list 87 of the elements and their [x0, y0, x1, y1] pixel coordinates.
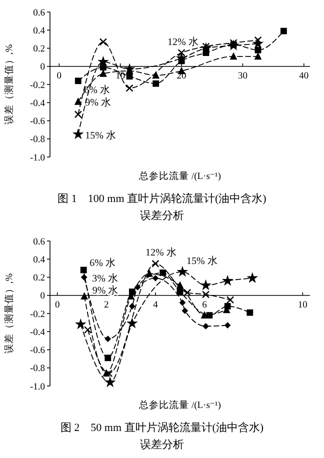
text: 误差分析: [140, 439, 184, 451]
point: [246, 272, 258, 283]
y-tick-label: 0.2: [33, 44, 46, 55]
x-tick-label: 6: [202, 300, 208, 310]
point: [160, 270, 166, 276]
point: [152, 274, 159, 282]
y-tick-label: -0.8: [30, 364, 46, 374]
y-tick-label: -0.4: [30, 98, 46, 109]
point: [104, 336, 112, 342]
point: [254, 52, 262, 60]
point: [178, 48, 186, 57]
point: [124, 63, 136, 74]
point: [80, 292, 88, 300]
point: [226, 296, 234, 304]
point: [98, 56, 109, 67]
point: [74, 98, 82, 105]
point: [224, 322, 231, 328]
y-tick-label: 0.6: [33, 237, 46, 248]
point: [84, 326, 92, 334]
point: [252, 38, 264, 49]
y-tick-label: 0.6: [33, 8, 46, 18]
point: [80, 274, 88, 280]
point: [200, 279, 212, 290]
point: [246, 309, 254, 316]
series-label: 6% 水: [90, 257, 116, 269]
x-tick-label: 2: [104, 300, 110, 310]
series-label: 9% 水: [92, 284, 118, 296]
y-tick-label: 0: [40, 292, 46, 302]
y-tick-label: -0.8: [30, 135, 46, 146]
y-tick-label: -0.6: [30, 346, 46, 356]
point: [200, 42, 212, 54]
point: [126, 84, 134, 92]
series-label: 3% 水: [92, 272, 118, 284]
point: [176, 266, 188, 277]
series-label: 15% 水: [186, 254, 218, 267]
y-tick-label: 0.4: [33, 255, 46, 266]
series-label: 12% 水: [145, 246, 176, 259]
y-tick-label: -0.4: [30, 328, 46, 338]
point: [146, 269, 154, 277]
point: [72, 128, 84, 140]
point: [152, 80, 160, 87]
x-tick-label: 10: [116, 71, 126, 82]
point: [99, 38, 108, 46]
point: [105, 370, 113, 378]
point: [222, 274, 234, 286]
point: [126, 318, 138, 328]
point: [74, 78, 82, 84]
point: [74, 318, 86, 330]
y-tick-label: -1.0: [30, 153, 46, 164]
series-label: 12% 水: [168, 36, 198, 48]
y-tick-label: -0.2: [30, 80, 46, 91]
y-axis-title: 误差（测量值）,%: [3, 44, 15, 125]
point: [202, 322, 209, 330]
point: [176, 52, 188, 64]
point: [182, 308, 188, 314]
point: [179, 299, 186, 306]
y-tick-label: -0.6: [30, 117, 46, 128]
point: [152, 260, 160, 268]
x-axis-title: 总参比流量 /(L·s⁻¹): [138, 399, 221, 411]
point: [202, 290, 210, 298]
y-axis-title: 误差（测量值）,%: [3, 273, 15, 354]
text: 图 1 100 mm 直叶片涡轮流量计(油中含水): [58, 192, 267, 205]
x-tick-label: 0: [56, 71, 62, 82]
point: [230, 52, 238, 60]
point: [74, 110, 82, 118]
x-tick-label: 0: [54, 300, 60, 310]
y-tick-label: -1.0: [30, 382, 46, 392]
text: 误差分析: [140, 210, 184, 222]
x-tick-label: 10: [298, 300, 308, 310]
text: 图 2 50 mm 直叶片涡轮流量计(油中含水): [60, 421, 264, 434]
point: [104, 354, 112, 362]
y-tick-label: 0.2: [33, 274, 46, 284]
x-tick-label: 30: [238, 71, 248, 82]
point: [80, 266, 87, 274]
y-tick-label: 0: [40, 62, 46, 73]
series-label: 15% 水: [85, 129, 116, 142]
point: [280, 28, 287, 34]
point: [100, 69, 107, 77]
point: [184, 288, 192, 296]
x-tick-label: 4: [153, 300, 158, 310]
x-axis-title: 总参比流量 /(L·s⁻¹): [138, 170, 221, 182]
x-tick-label: 40: [299, 71, 309, 82]
y-tick-label: 0.4: [33, 26, 46, 36]
point: [176, 281, 184, 289]
point: [104, 376, 116, 388]
point: [128, 303, 136, 310]
y-tick-label: -0.2: [30, 310, 46, 320]
